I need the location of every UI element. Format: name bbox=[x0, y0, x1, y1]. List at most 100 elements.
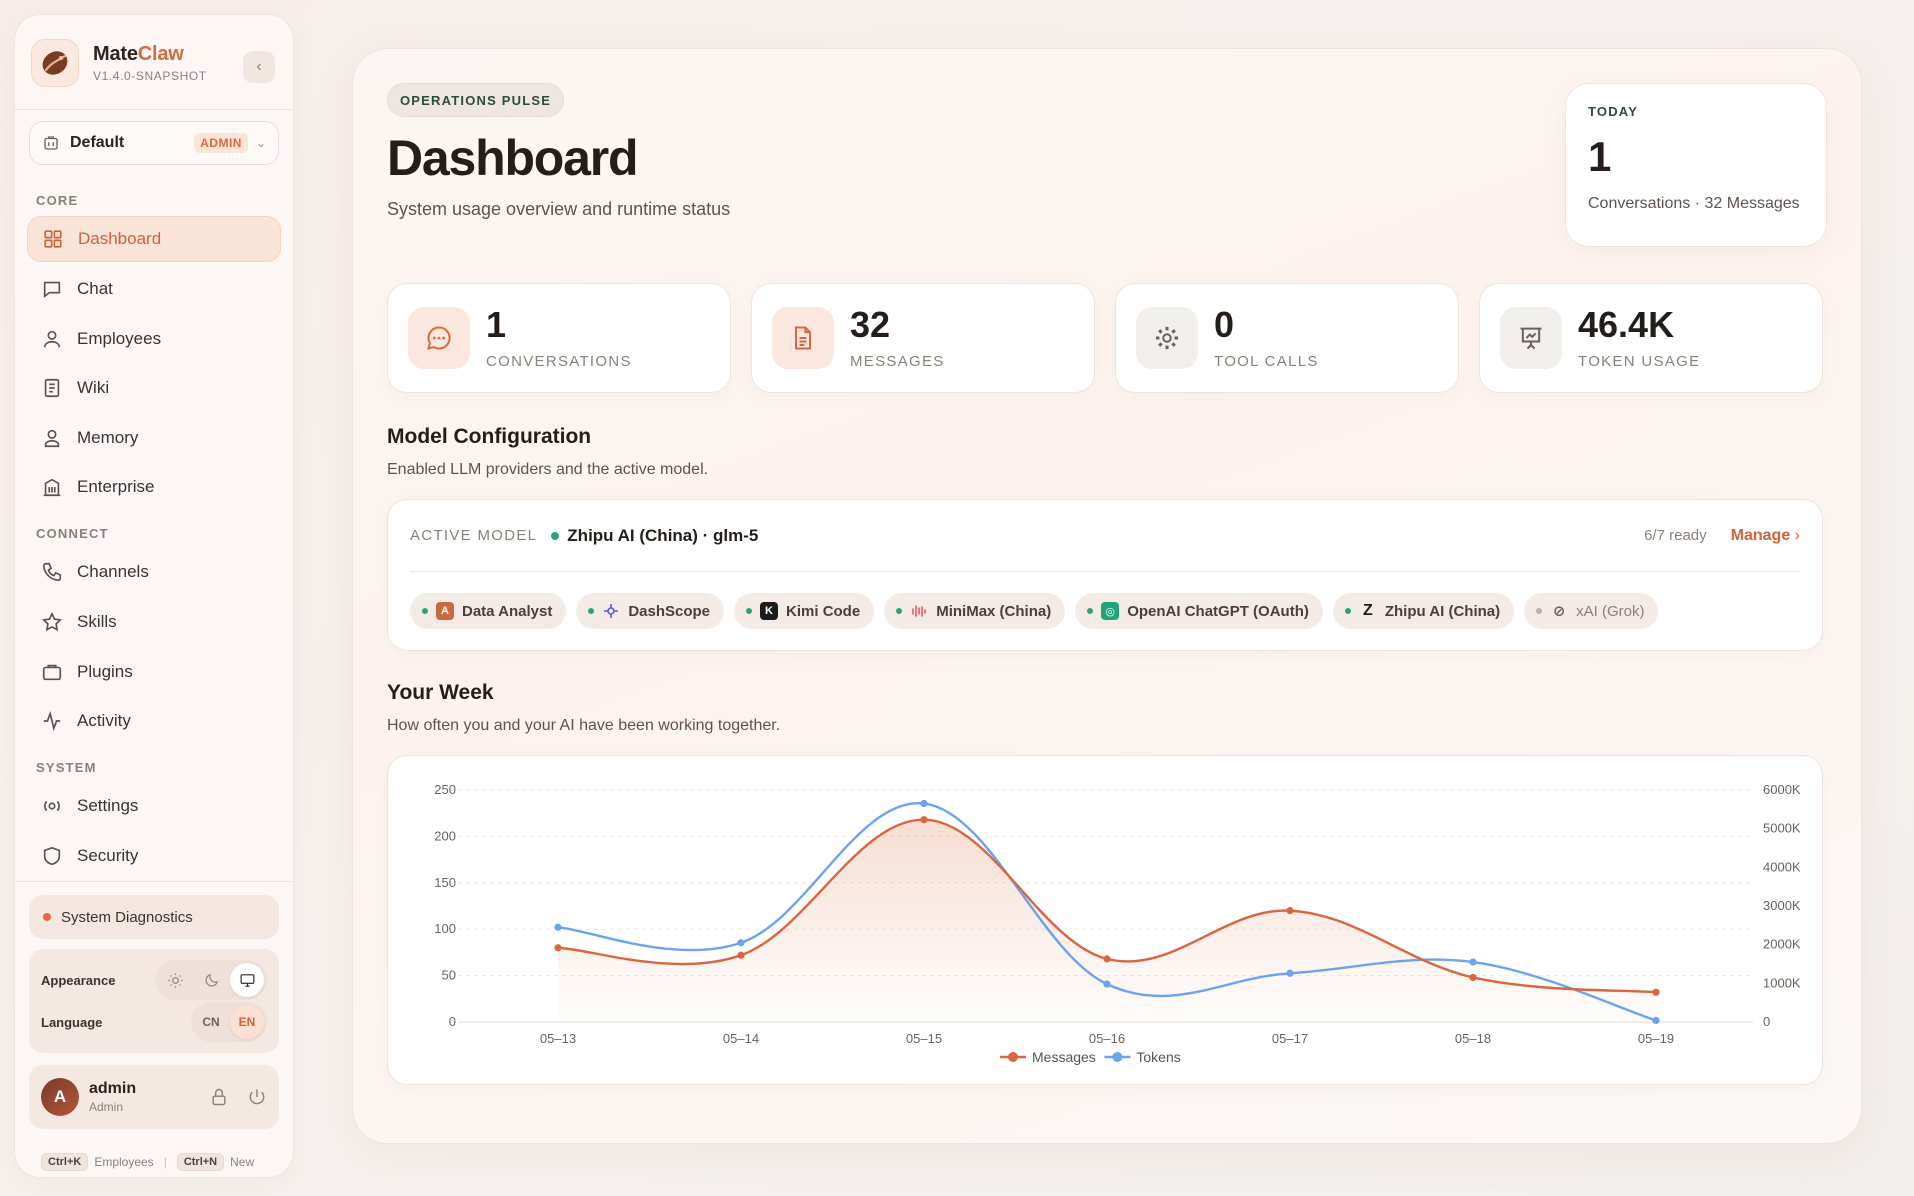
monitor-icon bbox=[240, 973, 254, 987]
power-icon[interactable] bbox=[247, 1087, 267, 1107]
stat-value: 32 bbox=[850, 303, 891, 345]
stat-label: TOKEN USAGE bbox=[1578, 352, 1701, 370]
status-dot bbox=[43, 913, 51, 921]
sidebar-item-label: Dashboard bbox=[78, 229, 162, 248]
moon-icon bbox=[205, 973, 218, 986]
stat-card-token-usage[interactable]: 46.4K TOKEN USAGE bbox=[1479, 283, 1823, 393]
person-icon bbox=[44, 429, 60, 448]
lock-icon[interactable] bbox=[209, 1087, 229, 1107]
status-dot bbox=[1344, 608, 1351, 614]
stat-label: MESSAGES bbox=[850, 352, 945, 370]
legend-marker bbox=[1112, 1052, 1123, 1062]
sidebar-item-employees[interactable]: Employees bbox=[27, 316, 281, 362]
stat-value: 0 bbox=[1214, 303, 1235, 345]
stat-label: TOOL CALLS bbox=[1214, 352, 1319, 370]
language-en-button[interactable]: EN bbox=[230, 1005, 264, 1039]
shield-icon bbox=[43, 846, 61, 866]
theme-switcher bbox=[155, 960, 267, 1000]
provider-chip[interactable]: A Data Analyst bbox=[410, 593, 567, 629]
x-tick: 05–19 bbox=[1638, 1031, 1674, 1046]
data-point-tokens bbox=[554, 923, 562, 931]
collapse-sidebar-button[interactable]: ‹ bbox=[243, 51, 275, 83]
nav-section-system: SYSTEM bbox=[36, 760, 97, 775]
sun-icon bbox=[167, 972, 183, 988]
stat-card-messages[interactable]: 32 MESSAGES bbox=[751, 283, 1095, 393]
stat-value: 46.4K bbox=[1578, 303, 1675, 345]
sidebar-item-activity[interactable]: Activity bbox=[27, 698, 281, 744]
theme-dark-button[interactable] bbox=[194, 963, 228, 997]
stat-card-tool-calls[interactable]: 0 TOOL CALLS bbox=[1115, 283, 1459, 393]
brand-name: MateClaw bbox=[93, 43, 184, 65]
section-subtitle-week: How often you and your AI have been work… bbox=[387, 717, 781, 734]
nav-section-core: CORE bbox=[36, 193, 79, 208]
sidebar-item-plugins[interactable]: Plugins bbox=[27, 649, 281, 695]
chevron-right-icon: › bbox=[1794, 526, 1800, 544]
sidebar-item-wiki[interactable]: Wiki bbox=[27, 365, 281, 411]
section-title-week: Your Week bbox=[387, 681, 494, 704]
language-cn-button[interactable]: CN bbox=[202, 1015, 220, 1029]
y-tick-right: 6000K bbox=[1763, 782, 1801, 797]
data-point-tokens bbox=[737, 939, 745, 947]
x-tick: 05–15 bbox=[906, 1031, 942, 1046]
y-tick-right: 4000K bbox=[1763, 859, 1801, 874]
person-icon bbox=[43, 330, 61, 348]
sidebar-item-dashboard[interactable]: Dashboard bbox=[27, 216, 281, 262]
today-label: TODAY bbox=[1588, 104, 1639, 119]
manage-link[interactable]: Manage › bbox=[1730, 526, 1800, 544]
sidebar-item-label: Security bbox=[77, 846, 139, 865]
sidebar-item-channels[interactable]: Channels bbox=[27, 549, 281, 595]
sidebar-item-enterprise[interactable]: Enterprise bbox=[27, 464, 281, 510]
provider-chip[interactable]: MiniMax (China) bbox=[884, 593, 1066, 629]
language-switcher: CN EN bbox=[191, 1002, 267, 1042]
page-subtitle: System usage overview and runtime status bbox=[387, 199, 731, 219]
diagnostics-label: System Diagnostics bbox=[61, 908, 193, 926]
status-dot bbox=[588, 608, 595, 614]
active-model-label: ACTIVE MODEL bbox=[410, 527, 538, 544]
provider-chip[interactable]: ⊘ xAI (Grok) bbox=[1524, 593, 1659, 629]
avatar[interactable]: A bbox=[41, 1078, 79, 1116]
sidebar-item-chat[interactable]: Chat bbox=[27, 266, 281, 312]
sidebar-item-settings[interactable]: Settings bbox=[27, 783, 281, 829]
series-area-messages bbox=[558, 819, 1656, 1022]
provider-chip[interactable]: ◎ OpenAI ChatGPT (OAuth) bbox=[1075, 593, 1323, 629]
book-icon bbox=[44, 378, 60, 398]
chevron-down-icon: ⌄ bbox=[255, 136, 266, 150]
sidebar-item-memory[interactable]: Memory bbox=[27, 415, 281, 461]
xai-icon: ⊘ bbox=[1552, 603, 1566, 620]
chat-icon bbox=[43, 281, 61, 299]
dashscope-icon bbox=[602, 602, 620, 620]
provider-chip[interactable]: Z Zhipu AI (China) bbox=[1332, 593, 1515, 629]
settings-icon bbox=[44, 800, 60, 812]
user-card: A admin Admin bbox=[29, 1065, 279, 1129]
preferences-panel: Appearance Language CN EN bbox=[29, 949, 279, 1053]
workspace-name: Default bbox=[70, 134, 125, 151]
system-diagnostics-button[interactable]: System Diagnostics bbox=[29, 895, 279, 939]
brand-version: V1.4.0-SNAPSHOT bbox=[93, 69, 207, 83]
sidebar-item-label: Settings bbox=[77, 796, 139, 815]
sidebar-item-security[interactable]: Security bbox=[27, 833, 281, 879]
data-point-tokens bbox=[1652, 1016, 1660, 1025]
y-tick-right: 1000K bbox=[1763, 975, 1801, 990]
stat-card-conversations[interactable]: 1 CONVERSATIONS bbox=[387, 283, 731, 393]
shortcut-key: Ctrl+K bbox=[41, 1153, 89, 1171]
chevron-left-icon: ‹ bbox=[256, 58, 262, 75]
theme-light-button[interactable] bbox=[158, 963, 192, 997]
x-tick: 05–14 bbox=[723, 1031, 759, 1046]
briefcase-icon bbox=[42, 664, 62, 681]
sidebar-item-label: Employees bbox=[77, 329, 162, 348]
theme-system-button[interactable] bbox=[230, 963, 264, 997]
status-dot bbox=[1087, 608, 1094, 614]
data-point-messages bbox=[1652, 988, 1660, 996]
workspace-selector[interactable]: Default ADMIN ⌄ bbox=[29, 121, 279, 165]
series-line-messages bbox=[557, 818, 1657, 994]
today-card: TODAY 1 Conversations · 32 Messages bbox=[1565, 83, 1827, 247]
provider-chip[interactable]: DashScope bbox=[576, 593, 725, 629]
divider bbox=[15, 109, 293, 110]
sidebar-item-label: Skills bbox=[77, 612, 117, 631]
provider-chip[interactable]: K Kimi Code bbox=[734, 593, 875, 629]
appearance-label: Appearance bbox=[41, 972, 116, 988]
data-point-tokens bbox=[1469, 958, 1477, 966]
sidebar-item-label: Plugins bbox=[77, 662, 133, 681]
sidebar-item-skills[interactable]: Skills bbox=[27, 599, 281, 645]
grid-icon bbox=[44, 230, 62, 248]
